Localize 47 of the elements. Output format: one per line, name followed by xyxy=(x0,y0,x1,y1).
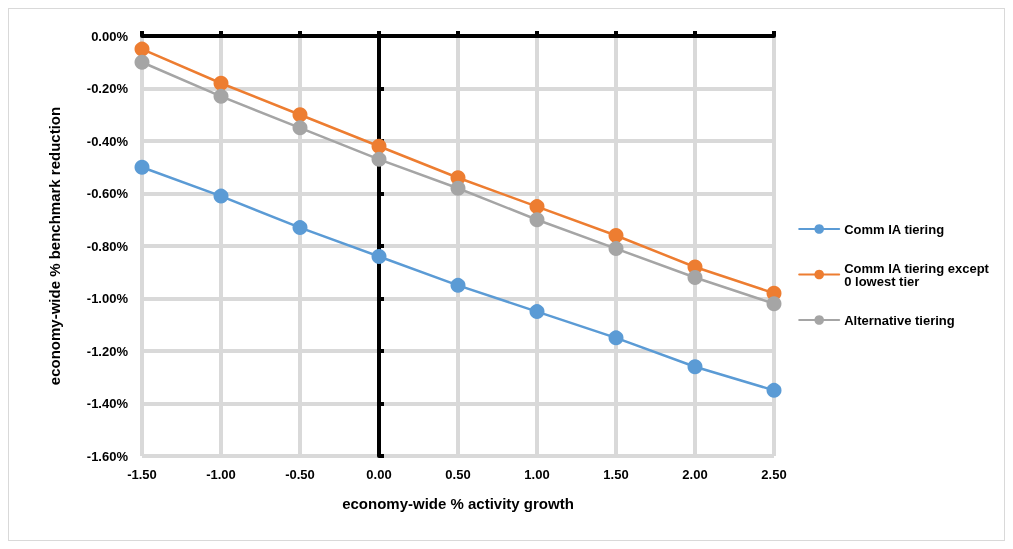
point xyxy=(371,151,387,167)
legend-label: Comm IA tiering xyxy=(844,221,945,237)
y-tick-label: 0.00% xyxy=(91,28,129,44)
x-tick-label: -1.50 xyxy=(127,467,157,482)
x-tick-label: 2.00 xyxy=(682,467,708,482)
point xyxy=(213,88,229,104)
point xyxy=(292,220,308,236)
point xyxy=(608,241,624,257)
point xyxy=(529,199,545,215)
x-tick-label: 0.50 xyxy=(445,467,471,482)
point xyxy=(213,188,229,204)
x-tick-label: -0.50 xyxy=(285,467,315,482)
point xyxy=(529,304,545,320)
y-tick-label: -1.40% xyxy=(86,396,129,411)
point xyxy=(450,180,466,196)
y-axis-title: economy-wide % benchmark reduction xyxy=(46,106,63,386)
point xyxy=(687,270,703,285)
x-axis-title: economy-wide % activity growth xyxy=(342,495,574,512)
point xyxy=(450,277,466,293)
legend-label: Comm IA tiering except 0 lowest tier xyxy=(844,260,993,289)
point xyxy=(134,54,150,70)
point xyxy=(292,120,308,136)
y-tick-label: -0.60% xyxy=(86,186,129,201)
x-tick-label: 0.00 xyxy=(366,467,392,482)
y-tick-label: -1.00% xyxy=(86,291,129,306)
y-tick-label: -0.40% xyxy=(86,133,129,149)
point xyxy=(608,330,624,346)
point xyxy=(134,159,150,175)
point xyxy=(608,228,624,243)
point xyxy=(292,107,308,123)
point xyxy=(371,138,387,154)
y-tick-label: -1.60% xyxy=(86,448,129,464)
x-tick-label: 1.00 xyxy=(524,467,550,482)
point xyxy=(766,382,782,398)
point xyxy=(529,212,545,228)
y-tick-label: -0.20% xyxy=(86,81,129,96)
x-tick-label: 1.50 xyxy=(603,467,629,482)
point xyxy=(213,75,229,91)
x-tick-label: 2.50 xyxy=(761,467,787,482)
point xyxy=(687,359,703,375)
x-tick-label: -1.00 xyxy=(206,467,236,482)
point xyxy=(134,41,150,57)
point xyxy=(766,296,782,312)
point xyxy=(371,249,387,264)
y-tick-label: -1.20% xyxy=(86,343,129,359)
legend-label: Alternative tiering xyxy=(844,312,955,328)
y-tick-label: -0.80% xyxy=(86,238,129,254)
